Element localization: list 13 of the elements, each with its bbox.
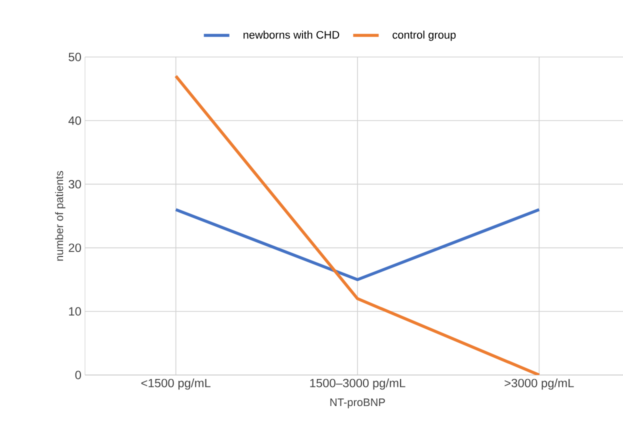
x-axis-title: NT-proBNP bbox=[330, 398, 385, 408]
y-tick-label: 30 bbox=[68, 180, 82, 188]
y-tick-label: 0 bbox=[75, 370, 82, 380]
legend-label: newborns with CHD bbox=[244, 30, 340, 39]
x-tick-label: <1500 pg/mL bbox=[141, 378, 210, 390]
y-axis-title: number of patients bbox=[55, 171, 66, 261]
y-tick-label: 10 bbox=[69, 307, 82, 316]
y-tick-label: 40 bbox=[68, 116, 82, 125]
x-tick-label: >3000 pg/mL bbox=[504, 378, 574, 390]
y-tick-label: 50 bbox=[68, 52, 82, 62]
y-tick-label: 20 bbox=[68, 244, 82, 252]
x-tick-label: 1500–3000 pg/mL bbox=[310, 378, 406, 390]
legend-label: control group bbox=[392, 30, 456, 41]
